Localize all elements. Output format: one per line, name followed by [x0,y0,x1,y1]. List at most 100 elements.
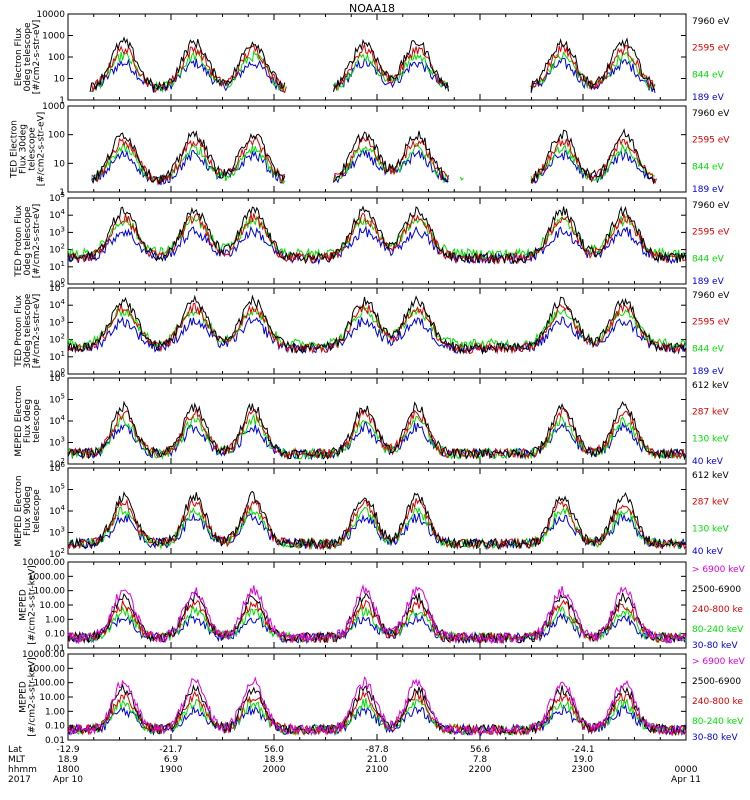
series-black-trace [67,683,687,736]
y-tick-label: 105 [49,483,65,496]
x-hhmm-value: 2100 [366,765,389,775]
x-date-value: Apr 10 [53,775,83,785]
x-mlt-value: 6.9 [164,755,179,765]
legend-entry: 844 eV [692,162,725,172]
y-axis-label: Electron Flux0deg telescope[#/cm2-s-str-… [14,20,42,95]
legend-entry: 2595 eV [692,228,730,238]
y-tick-label: 101 [49,260,65,273]
chart-title: NOAA18 [349,2,395,15]
legend-entry: 240-800 ke [692,605,743,615]
y-tick-label: 103 [49,436,65,449]
x-row-label: Lat [8,745,23,755]
legend-entry: 189 eV [692,93,725,103]
panel-frame [67,287,687,375]
y-tick-label: 10000.00 [22,558,65,568]
y-tick-label: 102 [49,333,65,346]
x-hhmm-value: 2200 [469,765,492,775]
legend-entry: > 6900 keV [692,657,746,667]
x-lat-value: -12.9 [56,745,80,755]
y-tick-label: 10000.00 [22,650,65,660]
legend-entry: 2500-6900 [692,585,741,595]
y-tick-label: 1.00 [45,707,65,717]
y-tick-label: 1 [59,96,65,106]
legend-entry: 287 keV [692,498,729,508]
series-magenta-trace [67,583,687,645]
series-red-trace [67,690,687,737]
x-row-label: hhmm [8,765,37,775]
x-mlt-value: 7.8 [473,755,488,765]
legend-entry: 80-240 keV [692,717,744,727]
x-hhmm-value: 1800 [57,765,80,775]
x-hhmm-value: 2000 [263,765,286,775]
x-row-label: 2017 [8,775,31,785]
y-tick-label: 104 [49,298,65,311]
legend-entry: 2500-6900 [692,677,741,687]
y-tick-label: 0.01 [45,644,65,654]
legend-entry: > 6900 keV [692,565,746,575]
y-tick-label: 100 [48,131,65,141]
legend-entry: 189 eV [692,185,725,195]
x-date-value: Apr 11 [671,775,701,785]
y-tick-label: 104 [49,414,65,427]
legend-entry: 189 eV [692,277,725,287]
y-axis-label: TED Proton Flux0deg telescope[#/cm2-s-st… [14,204,42,279]
legend-entry: 2595 eV [692,44,730,54]
y-tick-label: 10 [54,75,66,85]
legend-entry: 7960 eV [692,201,730,211]
y-tick-label: 103 [49,315,65,328]
legend-entry: 844 eV [692,344,725,354]
y-tick-label: 1 [59,188,65,198]
legend-entry: 612 keV [692,381,729,391]
series-black-trace [67,294,687,356]
series-magenta-trace [67,676,687,737]
y-tick-label: 10.00 [39,693,65,703]
series-black-trace [67,205,687,265]
y-tick-label: 10000 [36,10,65,20]
legend-entry: 240-800 ke [692,697,743,707]
panel-8: 0.01 0.10 1.00 10.00 100.00 1000.00 10000.00ME… [19,650,746,746]
legend-entry: 7960 eV [692,17,730,27]
y-tick-label: 101 [49,350,65,363]
y-tick-label: 10 [54,159,66,169]
x-lat-value: 56.6 [470,745,490,755]
y-tick-label: 0.10 [45,722,65,732]
legend-entry: 189 eV [692,367,725,377]
x-mlt-value: 19.0 [573,755,593,765]
legend-entry: 80-240 keV [692,625,744,635]
y-tick-label: 1000.00 [28,572,65,582]
legend-entry: 7960 eV [692,291,730,301]
y-axis-label: MEPED ElectronFlux 90degtelescope [14,475,42,546]
y-axis-label: TED ElectronFlux 30degtelescope[#/cm2-s-… [10,112,47,187]
y-tick-label: 1000 [42,32,65,42]
series-black-trace [67,400,687,461]
series-black-trace [67,490,687,550]
y-tick-label: 1000 [42,102,65,112]
x-mlt-value: 18.9 [264,755,284,765]
x-mlt-value: 18.9 [58,755,78,765]
y-tick-label: 102 [49,243,65,256]
y-axis-label: MEPED[#/cm2-s-str-keV] [19,565,38,644]
legend-entry: 2595 eV [692,136,730,146]
legend-entry: 287 keV [692,408,729,418]
legend-entry: 40 keV [692,457,724,467]
x-hhmm-value: 2300 [572,765,595,775]
y-tick-label: 103 [49,225,65,238]
legend-entry: 130 keV [692,434,729,444]
x-mlt-value: 21.0 [367,755,387,765]
legend-entry: 7960 eV [692,109,730,119]
legend-entry: 844 eV [692,70,725,80]
x-hhmm-value: 0000 [675,765,698,775]
x-lat-value: -24.1 [571,745,594,755]
x-row-label: MLT [8,755,26,765]
legend-entry: 612 keV [692,471,729,481]
legend-entry: 2595 eV [692,318,730,328]
y-tick-label: 0.10 [45,630,65,640]
x-lat-value: -21.7 [159,745,182,755]
